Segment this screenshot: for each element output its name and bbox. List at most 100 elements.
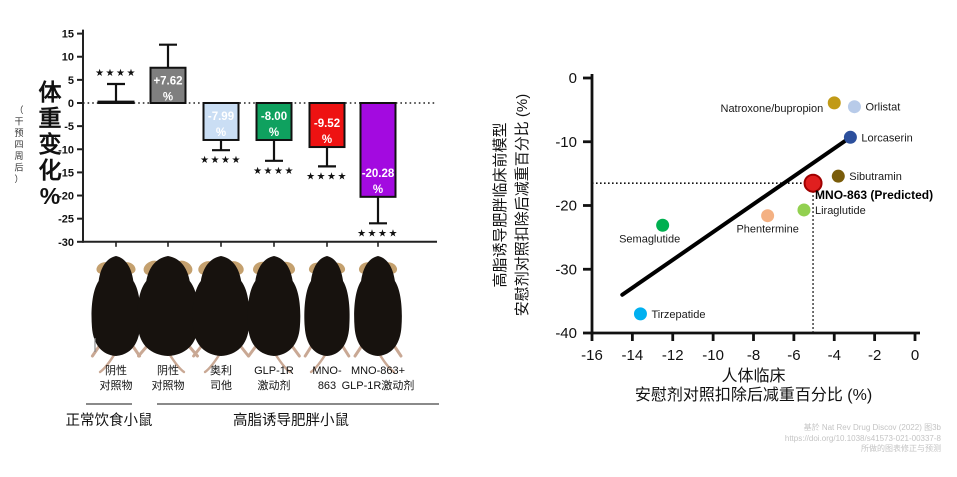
y-axis-title-char: 体 bbox=[39, 79, 63, 105]
bar-percent-label-5: % bbox=[373, 184, 383, 196]
y-axis-title-char: 变 bbox=[39, 131, 62, 157]
y-axis-note-char: 周 bbox=[14, 151, 23, 161]
x-tick-label--16: -16 bbox=[581, 347, 603, 364]
scatter-label-liraglutide: Liraglutide bbox=[815, 205, 866, 217]
mouse-group-label-2-line1: 奥利 bbox=[210, 363, 232, 377]
mouse-group-label-1-line1: 阴性 bbox=[157, 363, 179, 377]
x-tick-label--6: -6 bbox=[787, 347, 800, 364]
y-axis-title-char: % bbox=[40, 183, 60, 209]
mouse-body bbox=[354, 256, 402, 356]
bar-percent-label-4: % bbox=[322, 134, 332, 146]
bar-5 bbox=[359, 102, 397, 198]
bar-value-label-5: -20.28 bbox=[362, 168, 395, 180]
significance-stars-5: ★★★★ bbox=[357, 228, 399, 239]
bar-value-label-2: -7.99 bbox=[208, 111, 234, 123]
y-tick-label--10: -10 bbox=[555, 134, 577, 151]
y-tick-label--15: -15 bbox=[58, 167, 74, 179]
scatter-label-lorcaserin: Lorcaserin bbox=[861, 132, 912, 144]
significance-stars-3: ★★★★ bbox=[253, 166, 295, 177]
y-tick-label--30: -30 bbox=[58, 237, 74, 249]
x-tick-label--8: -8 bbox=[747, 347, 760, 364]
y-tick-label--20: -20 bbox=[555, 198, 577, 215]
mouse-photo-2 bbox=[192, 256, 250, 374]
y-axis-note-char: 后 bbox=[14, 163, 23, 173]
scatter-point-orlistat bbox=[847, 100, 861, 114]
scatter-point-liraglutide bbox=[797, 203, 811, 217]
mouse-group-label-5-line2: GLP-1R激动剂 bbox=[342, 378, 415, 392]
mouse-photo-5 bbox=[353, 256, 403, 374]
x-tick-label-0: 0 bbox=[911, 347, 919, 364]
mouse-body bbox=[137, 256, 199, 356]
mouse-group-label-0-line2: 对照物 bbox=[100, 378, 133, 392]
bar-percent-label-3: % bbox=[269, 127, 279, 139]
mouse-body bbox=[247, 256, 301, 356]
y-tick-label-15: 15 bbox=[62, 29, 74, 41]
significance-stars-0: ★★★★ bbox=[95, 68, 137, 79]
y-tick-label--40: -40 bbox=[555, 325, 577, 342]
scatter-point-phentermine bbox=[761, 209, 775, 223]
y-tick-label--30: -30 bbox=[555, 261, 577, 278]
bar-2 bbox=[202, 102, 240, 141]
x-axis-title-line1: 人体临床 bbox=[721, 367, 785, 385]
bar-4 bbox=[308, 102, 346, 149]
y-axis-title-line2: 安慰剂对照扣除后减重百分比 (%) bbox=[513, 94, 531, 317]
scatter-label-natroxone-bupropion: Natroxone/bupropion bbox=[721, 103, 824, 115]
x-tick-label--2: -2 bbox=[868, 347, 881, 364]
y-tick-label--20: -20 bbox=[58, 191, 74, 203]
scatter-label-mno-863-predicted: MNO-863 (Predicted) bbox=[815, 188, 933, 202]
footer-doi-link[interactable]: https://doi.org/10.1038/s41573-021-00337… bbox=[784, 433, 941, 443]
mouse-group-label-3-line2: 激动剂 bbox=[258, 378, 291, 392]
bar-value-label-4: -9.52 bbox=[314, 118, 340, 130]
y-tick-label-5: 5 bbox=[68, 75, 74, 87]
y-tick-label--10: -10 bbox=[58, 144, 74, 156]
footer-source-line: 基於 Nat Rev Drug Discov (2022) 图3b bbox=[803, 423, 941, 432]
bar-percent-label-1: % bbox=[163, 92, 173, 104]
bar-0 bbox=[97, 100, 135, 105]
mouse-group-label-3-line1: GLP-1R bbox=[254, 365, 294, 377]
y-axis-note-char: （ bbox=[14, 105, 23, 115]
diet-group-label-normal: 正常饮食小鼠 bbox=[66, 412, 153, 429]
mouse-group-label-1-line2: 对照物 bbox=[152, 378, 185, 392]
y-axis-note-char: ） bbox=[14, 174, 23, 184]
scatter-point-mno-863-predicted bbox=[803, 173, 823, 193]
y-tick-label-0: 0 bbox=[68, 98, 74, 110]
scatter-label-orlistat: Orlistat bbox=[865, 102, 900, 114]
mouse-body bbox=[304, 256, 350, 356]
x-tick-label--4: -4 bbox=[828, 347, 841, 364]
significance-stars-2: ★★★★ bbox=[200, 155, 242, 166]
y-axis-note-char: 预 bbox=[14, 128, 23, 138]
y-axis-note-char: 四 bbox=[14, 140, 23, 150]
scatter-label-semaglutide: Semaglutide bbox=[619, 233, 680, 245]
mouse-group-label-4-line2: 863 bbox=[318, 380, 336, 392]
mouse-body bbox=[91, 256, 141, 356]
mouse-photo-4 bbox=[303, 256, 351, 374]
x-tick-label--14: -14 bbox=[622, 347, 644, 364]
mouse-group-label-0-line1: 阴性 bbox=[105, 363, 127, 377]
scatter-label-tirzepatide: Tirzepatide bbox=[651, 309, 705, 321]
diet-group-label-hfd: 高脂诱导肥胖小鼠 bbox=[233, 412, 349, 429]
y-tick-label--25: -25 bbox=[58, 214, 74, 226]
scatter-point-sibutramin bbox=[831, 169, 845, 183]
mouse-body bbox=[192, 256, 250, 356]
y-axis-title-line1: 高脂诱导肥胖临床前模型 bbox=[492, 122, 509, 287]
mouse-group-label-5-line1: MNO-863+ bbox=[351, 365, 405, 377]
trend-line bbox=[620, 135, 853, 297]
y-tick-label-10: 10 bbox=[62, 52, 74, 64]
scatter-point-lorcaserin bbox=[843, 130, 857, 144]
mouse-group-label-4-line1: MNO- bbox=[312, 365, 342, 377]
y-tick-label-0: 0 bbox=[569, 70, 577, 87]
y-axis-note-char: 干 bbox=[14, 117, 23, 127]
x-tick-label--10: -10 bbox=[702, 347, 724, 364]
scatter-label-phentermine: Phentermine bbox=[736, 224, 798, 236]
footer-credit: 基於 Nat Rev Drug Discov (2022) 图3b https:… bbox=[785, 423, 941, 455]
mouse-photo-3 bbox=[247, 256, 301, 374]
y-axis-title-char: 重 bbox=[39, 105, 62, 131]
bar-1 bbox=[149, 66, 187, 104]
significance-stars-4: ★★★★ bbox=[306, 171, 348, 182]
mouse-photo-1 bbox=[137, 256, 199, 374]
footer-note-line: 所做的图表修正与预测 bbox=[861, 444, 941, 453]
bar-value-label-3: -8.00 bbox=[261, 111, 287, 123]
bar-percent-label-2: % bbox=[216, 127, 226, 139]
